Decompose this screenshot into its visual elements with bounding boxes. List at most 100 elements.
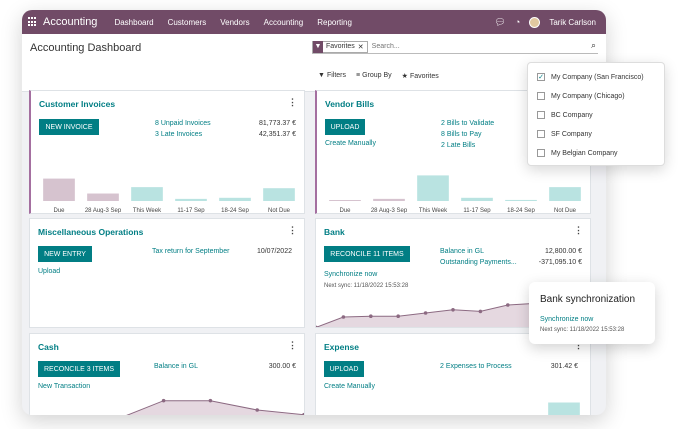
upload-button[interactable]: UPLOAD: [324, 361, 364, 377]
new-transaction-link[interactable]: New Transaction: [38, 383, 91, 390]
new-entry-button[interactable]: NEW ENTRY: [38, 246, 92, 262]
synchronize-link[interactable]: Synchronize now: [324, 271, 378, 278]
card-menu-icon[interactable]: ⋮: [288, 97, 297, 107]
chart-tick-label: Due: [53, 208, 65, 214]
chart-tick-label: 28 Aug-3 Sep: [85, 208, 122, 214]
chart-point[interactable]: [478, 309, 483, 314]
chart-point[interactable]: [341, 315, 346, 319]
card-menu-icon[interactable]: ⋮: [288, 225, 297, 235]
menu-vendors[interactable]: Vendors: [220, 17, 250, 27]
card-menu-icon[interactable]: ⋮: [574, 225, 583, 235]
upload-link[interactable]: Upload: [38, 268, 61, 275]
filters-button[interactable]: ▼ Filters: [318, 72, 346, 79]
chart-bar[interactable]: [175, 198, 207, 201]
chart-tick-label: 11-17 Sep: [177, 208, 205, 214]
user-name[interactable]: Tarik Carlson: [549, 17, 596, 27]
outstanding-payments-link[interactable]: Outstanding Payments...: [440, 259, 517, 266]
chart-bar[interactable]: [263, 188, 295, 201]
card-title[interactable]: Cash: [38, 342, 59, 352]
company-option[interactable]: BC Company: [537, 111, 593, 119]
search-icon[interactable]: ⌕: [590, 40, 596, 50]
avatar[interactable]: [529, 16, 541, 28]
company-option[interactable]: ✓ My Company (San Francisco): [537, 73, 644, 81]
chart-point[interactable]: [161, 398, 166, 403]
late-bills-link[interactable]: 2 Late Bills: [441, 142, 476, 149]
chart-bar[interactable]: [417, 175, 449, 201]
chart-tick-label: Not Due: [554, 208, 577, 214]
new-invoice-button[interactable]: NEW INVOICE: [39, 119, 99, 135]
chart-point[interactable]: [208, 398, 213, 403]
chart-point[interactable]: [255, 408, 259, 412]
reconcile-button[interactable]: RECONCILE 11 ITEMS: [324, 246, 410, 262]
card-title[interactable]: Vendor Bills: [325, 99, 375, 109]
card-title[interactable]: Bank: [324, 227, 345, 237]
create-manually-link[interactable]: Create Manually: [324, 383, 375, 390]
chart-bar[interactable]: [373, 198, 405, 201]
late-invoices-link[interactable]: 3 Late Invoices: [155, 131, 203, 138]
layers-icon: ≡: [356, 72, 361, 79]
card-menu-icon[interactable]: ⋮: [288, 340, 297, 350]
bills-to-pay-link[interactable]: 8 Bills to Pay: [441, 131, 482, 138]
chart-point[interactable]: [423, 311, 428, 315]
chart-point[interactable]: [369, 314, 373, 318]
cash-chart: [126, 398, 304, 415]
clock-icon[interactable]: ◔: [514, 17, 521, 27]
chart-bar[interactable]: [461, 197, 493, 201]
chart-point[interactable]: [316, 325, 318, 328]
synchronize-link[interactable]: Synchronize now: [540, 316, 594, 323]
chart-bar[interactable]: [219, 197, 251, 201]
bills-to-validate-link[interactable]: 2 Bills to Validate: [441, 120, 495, 127]
search-facet[interactable]: ▼ Favorites ✕: [312, 40, 368, 53]
menu-reporting[interactable]: Reporting: [317, 17, 352, 27]
chart-bar[interactable]: [131, 187, 163, 201]
reconcile-button[interactable]: RECONCILE 3 ITEMS: [38, 361, 120, 377]
search-bar[interactable]: ▼ Favorites ✕ ⌕: [312, 40, 598, 54]
app-name[interactable]: Accounting: [43, 16, 98, 28]
company-option[interactable]: My Company (Chicago): [537, 92, 625, 100]
company-option[interactable]: SF Company: [537, 130, 592, 138]
chart-bar[interactable]: [329, 200, 361, 201]
chart-bar[interactable]: [505, 199, 537, 201]
close-icon[interactable]: ✕: [357, 43, 364, 51]
balance-gl-link[interactable]: Balance in GL: [440, 248, 484, 255]
group-by-button[interactable]: ≡ Group By: [356, 72, 392, 79]
card-title[interactable]: Miscellaneous Operations: [38, 227, 144, 237]
chart-bar[interactable]: [43, 178, 75, 201]
tax-return-link[interactable]: Tax return for September: [152, 248, 230, 255]
checkbox-icon[interactable]: [537, 111, 545, 119]
search-input[interactable]: [371, 43, 572, 50]
chart-point[interactable]: [506, 303, 510, 307]
expense-card: Expense ⋮ UPLOAD Create Manually 2 Expen…: [315, 333, 591, 415]
card-menu-icon[interactable]: ⋮: [574, 340, 583, 350]
card-title[interactable]: Expense: [324, 342, 359, 352]
checkbox-icon[interactable]: [537, 149, 545, 157]
checkbox-checked-icon[interactable]: ✓: [537, 73, 545, 81]
upload-button[interactable]: UPLOAD: [325, 119, 365, 135]
chart-bar[interactable]: [549, 187, 581, 201]
menu-accounting[interactable]: Accounting: [263, 17, 304, 27]
favorites-button[interactable]: ★ Favorites: [401, 73, 439, 80]
chart-point[interactable]: [302, 412, 304, 415]
chat-icon[interactable]: 💬︎: [494, 16, 506, 27]
balance-gl-link[interactable]: Balance in GL: [154, 363, 198, 370]
popup-title: Bank synchronization: [540, 294, 636, 305]
chart-bar[interactable]: [87, 193, 119, 201]
company-option[interactable]: My Belgian Company: [537, 149, 618, 157]
chart-bar[interactable]: [548, 402, 580, 416]
create-manually-link[interactable]: Create Manually: [325, 140, 376, 147]
funnel-icon: ▼: [318, 72, 325, 79]
expenses-to-process-link[interactable]: 2 Expenses to Process: [440, 363, 512, 370]
app-grid-icon[interactable]: [28, 17, 38, 27]
card-title[interactable]: Customer Invoices: [39, 99, 116, 109]
chart-tick-label: Not Due: [268, 208, 291, 214]
chart-point[interactable]: [396, 314, 400, 318]
menu-dashboard[interactable]: Dashboard: [114, 17, 154, 27]
unpaid-invoices-amount: 81,773.37 €: [259, 120, 296, 127]
unpaid-invoices-link[interactable]: 8 Unpaid Invoices: [155, 120, 211, 127]
cash-card: Cash ⋮ RECONCILE 3 ITEMS New Transaction…: [29, 333, 305, 415]
checkbox-icon[interactable]: [537, 92, 545, 100]
chart-point[interactable]: [451, 308, 455, 312]
menu-customers[interactable]: Customers: [167, 17, 207, 27]
balance-gl-amount: 12,800.00 €: [545, 248, 582, 255]
checkbox-icon[interactable]: [537, 130, 545, 138]
